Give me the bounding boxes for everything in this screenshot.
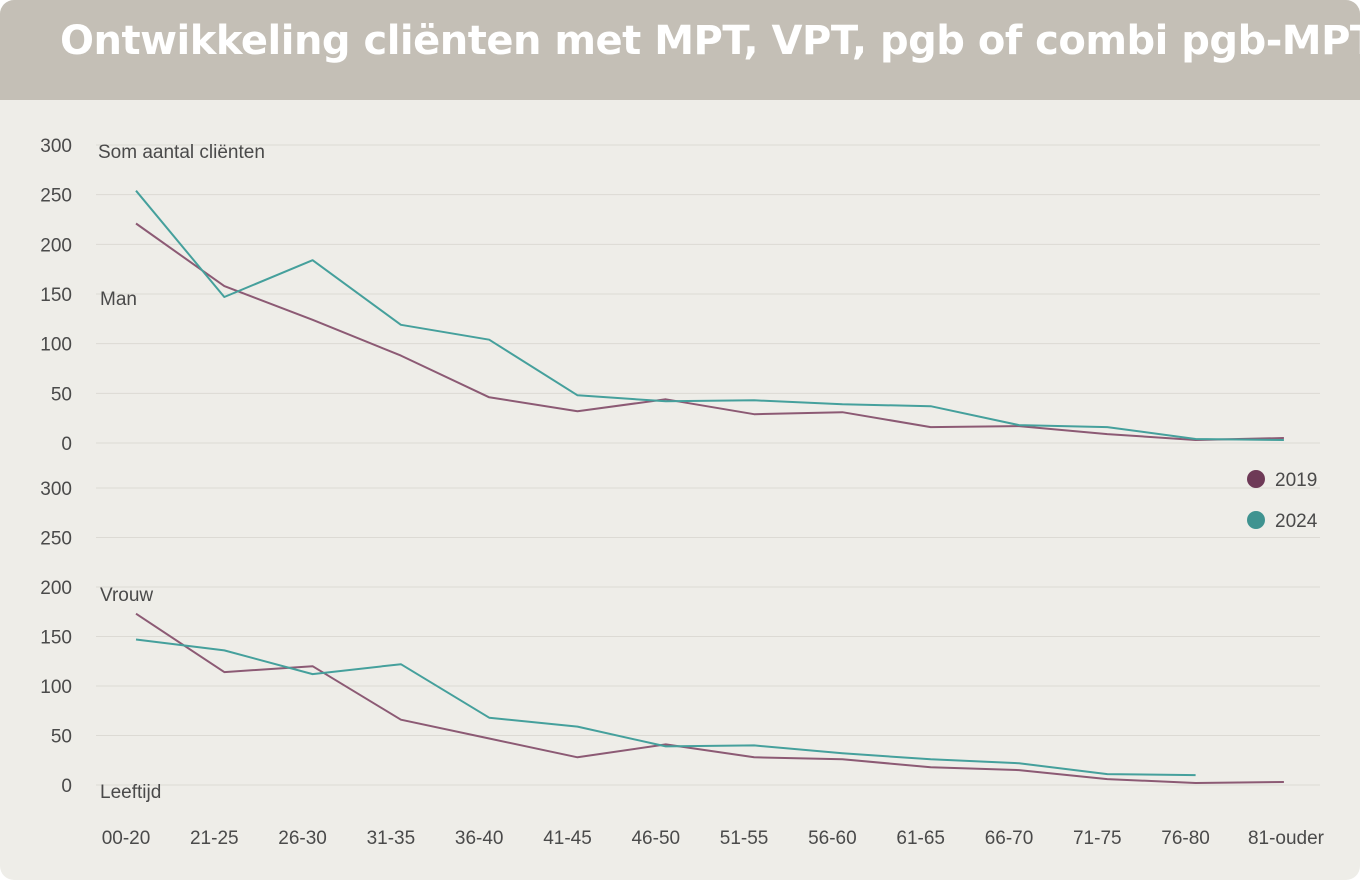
- x-tick-label: 00-20: [102, 828, 151, 849]
- series-line-2019: [135, 612, 1284, 784]
- x-tick-label: 56-60: [808, 828, 857, 849]
- legend-label: 2024: [1275, 511, 1318, 532]
- x-tick-label: 31-35: [367, 828, 416, 849]
- x-tick-label: 81-ouder: [1248, 828, 1325, 849]
- x-tick-label: 46-50: [631, 828, 680, 849]
- x-tick-label: 66-70: [985, 828, 1034, 849]
- x-tick-label: 26-30: [278, 828, 327, 849]
- x-axis-title: Leeftijd: [100, 782, 161, 803]
- y-tick-label: 200: [40, 578, 72, 599]
- legend-marker-2024: [1247, 511, 1265, 529]
- x-tick-label: 51-55: [720, 828, 769, 849]
- y-tick-label: 50: [51, 384, 72, 405]
- y-tick-label: 0: [61, 776, 72, 797]
- x-tick-label: 61-65: [896, 828, 945, 849]
- y-axis-title: Som aantal cliënten: [98, 142, 265, 163]
- y-tick-label: 50: [51, 727, 72, 748]
- x-tick-label: 71-75: [1073, 828, 1122, 849]
- line-chart: 300 250 200 150 100 50 0 Man 300 250 200 150 100 50 0 V…: [40, 136, 1325, 849]
- x-tick-label: 21-25: [190, 828, 239, 849]
- series-line-2024: [135, 190, 1284, 441]
- y-tick-label: 150: [40, 285, 72, 306]
- x-tick-label: 41-45: [543, 828, 592, 849]
- x-tick-label: 36-40: [455, 828, 504, 849]
- chart-title: Ontwikkeling cliënten met MPT, VPT, pgb …: [60, 18, 1360, 64]
- y-tick-label: 300: [40, 136, 72, 157]
- y-tick-label: 0: [61, 434, 72, 455]
- panel-label: Man: [100, 289, 137, 310]
- panel-label: Vrouw: [100, 585, 153, 606]
- y-tick-label: 200: [40, 235, 72, 256]
- y-tick-label: 100: [40, 677, 72, 698]
- series-line-2024: [135, 638, 1196, 777]
- title-bar: Ontwikkeling cliënten met MPT, VPT, pgb …: [0, 0, 1360, 100]
- legend-marker-2019: [1247, 470, 1265, 488]
- y-tick-label: 150: [40, 628, 72, 649]
- y-tick-label: 100: [40, 335, 72, 356]
- x-tick-label: 76-80: [1161, 828, 1210, 849]
- y-tick-label: 300: [40, 479, 72, 500]
- series-line-2019: [135, 222, 1284, 441]
- legend-label: 2019: [1275, 470, 1317, 491]
- y-tick-label: 250: [40, 529, 72, 550]
- y-tick-label: 250: [40, 186, 72, 207]
